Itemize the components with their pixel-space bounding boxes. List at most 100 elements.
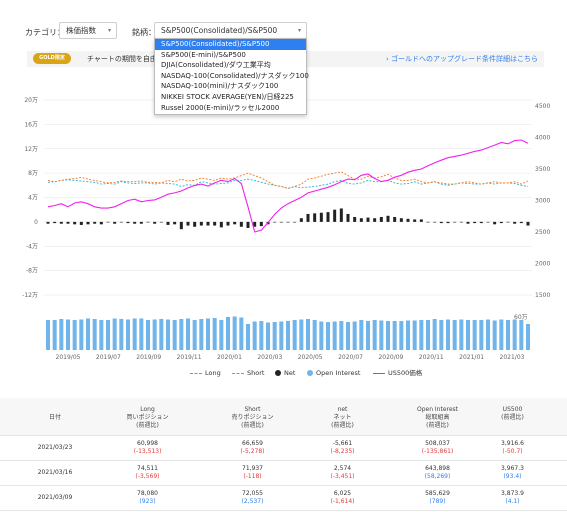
net-bar bbox=[213, 221, 217, 226]
row-net: 6,025 (-1,614) bbox=[330, 490, 355, 505]
legend-net[interactable]: Net bbox=[275, 366, 295, 380]
oi-bar bbox=[159, 319, 164, 350]
dropdown-option[interactable]: NIKKEI STOCK AVERAGE(YEN)/日経225 bbox=[161, 92, 294, 101]
chart-gridlines bbox=[44, 99, 532, 296]
oi-bar bbox=[206, 318, 210, 350]
net-bar bbox=[273, 221, 277, 223]
right-tick-label: 3500 bbox=[535, 166, 550, 173]
legend-oi-swatch bbox=[307, 370, 313, 376]
oi-bar bbox=[306, 319, 310, 350]
legend-long[interactable]: Long bbox=[190, 366, 221, 380]
oi-bar bbox=[406, 320, 410, 350]
symbol-label: 銘柄： bbox=[132, 28, 156, 37]
net-bar bbox=[306, 213, 310, 222]
right-tick-label: 4000 bbox=[535, 135, 550, 142]
gold-promo-text: チャートの期間を自由に bbox=[87, 55, 164, 63]
right-tick-label: 3000 bbox=[535, 198, 550, 205]
dropdown-option[interactable]: Russel 2000(E-mini)/ラッセル2000 bbox=[161, 103, 280, 112]
oi-bar bbox=[239, 317, 244, 350]
oi-bar bbox=[139, 318, 144, 350]
oi-bar bbox=[226, 317, 230, 350]
net-bar bbox=[513, 221, 517, 224]
category-select[interactable]: 株価指数 ▾ bbox=[59, 22, 117, 39]
oi-bar bbox=[446, 319, 450, 350]
oi-bar bbox=[179, 319, 184, 350]
net-bar bbox=[233, 221, 237, 225]
x-tick-label: 2020/03 bbox=[257, 354, 282, 361]
net-bar bbox=[59, 221, 63, 224]
dropdown-option[interactable]: DJIA(Consolidated)/ダウ工業平均 bbox=[161, 61, 271, 70]
net-bar bbox=[506, 221, 510, 223]
oi-bar bbox=[332, 321, 337, 350]
legend-short-swatch bbox=[232, 372, 244, 374]
dropdown-option[interactable]: NASDAQ-100(mini)/ナスダック100 bbox=[161, 82, 279, 91]
net-bar bbox=[133, 221, 137, 224]
net-bars bbox=[46, 208, 530, 230]
x-tick-label: 2019/07 bbox=[96, 354, 121, 361]
oi-bar bbox=[66, 319, 70, 350]
net-bar bbox=[446, 221, 450, 224]
net-bar bbox=[326, 212, 330, 222]
gold-upgrade-link[interactable]: › ゴールドへのアップグレード条件詳細はこちら bbox=[385, 55, 538, 63]
oi-bar bbox=[486, 319, 490, 350]
row-long: 74,511 (-3,569) bbox=[135, 465, 160, 480]
right-tick-label: 1500 bbox=[535, 292, 550, 299]
header-us500: US500 (前週比) bbox=[501, 406, 524, 421]
legend-long-swatch bbox=[190, 372, 202, 374]
oi-bar bbox=[466, 320, 470, 350]
left-tick-label: 4万 bbox=[28, 195, 38, 202]
oi-bar bbox=[519, 320, 524, 350]
oi-bar bbox=[379, 320, 384, 350]
row-net: -5,661 (-8,235) bbox=[330, 440, 355, 455]
legend-oi[interactable]: Open Interest bbox=[307, 366, 360, 380]
oi-bar bbox=[326, 322, 330, 350]
header-date: 日付 bbox=[48, 414, 61, 421]
dropdown-option[interactable]: S&P500(Consolidated)/S&P500 bbox=[155, 39, 306, 50]
oi-bar bbox=[512, 319, 517, 350]
symbol-select[interactable]: S&P500(Consolidated)/S&P500 ▾ bbox=[154, 22, 307, 39]
row-date: 2021/03/16 bbox=[37, 469, 73, 476]
legend-short[interactable]: Short bbox=[232, 366, 264, 380]
oi-bar bbox=[479, 320, 484, 350]
x-tick-label: 2020/05 bbox=[298, 354, 323, 361]
oi-bar bbox=[439, 320, 444, 350]
oi-bar bbox=[199, 319, 204, 350]
legend-net-swatch bbox=[275, 370, 281, 376]
net-bar bbox=[206, 221, 210, 226]
oi-bar bbox=[366, 321, 370, 350]
right-tick-label: 4500 bbox=[535, 103, 550, 110]
dropdown-option[interactable]: NASDAQ-100(Consolidated)/ナスダック100 bbox=[161, 71, 309, 80]
us500-line bbox=[47, 139, 529, 233]
net-bar bbox=[106, 221, 110, 223]
left-tick-label: 20万 bbox=[24, 97, 38, 104]
oi-bar bbox=[359, 320, 364, 350]
legend-us500[interactable]: US500価格 bbox=[373, 366, 422, 380]
cot-chart: 20万 16万 12万 8万 4万 0 -4万 -8万 -12万 4500 4000 3500 300… bbox=[22, 97, 550, 361]
dropdown-option[interactable]: S&P500(E-mini)/S&P500 bbox=[161, 50, 246, 59]
net-bar bbox=[259, 221, 263, 227]
net-bar bbox=[366, 217, 370, 222]
net-bar bbox=[299, 218, 303, 222]
oi-bar bbox=[252, 321, 257, 350]
legend-us500-label: US500価格 bbox=[388, 369, 423, 377]
net-bar bbox=[339, 208, 343, 222]
oi-bar bbox=[46, 320, 50, 350]
net-bar bbox=[186, 221, 190, 226]
x-tick-label: 2020/09 bbox=[378, 354, 403, 361]
header-short: Short 売りポジション (前週比) bbox=[231, 406, 274, 429]
oi-bar bbox=[112, 318, 117, 350]
net-bar bbox=[99, 221, 103, 225]
net-bar bbox=[93, 221, 97, 224]
oi-bar bbox=[386, 321, 390, 350]
row-short: 66,659 (-5,278) bbox=[240, 440, 265, 455]
net-bar bbox=[426, 221, 430, 223]
oi-bar bbox=[166, 319, 170, 350]
oi-bar bbox=[339, 321, 344, 350]
net-bar bbox=[346, 213, 350, 222]
net-bar bbox=[286, 221, 290, 223]
chart-lines bbox=[47, 139, 529, 233]
oi-bar bbox=[372, 320, 377, 350]
left-axis-ticks: 20万 16万 12万 8万 4万 0 -4万 -8万 -12万 bbox=[22, 97, 38, 299]
symbol-dropdown-list: S&P500(Consolidated)/S&P500 S&P500(E-min… bbox=[154, 38, 309, 115]
legend-short-label: Short bbox=[247, 369, 265, 377]
